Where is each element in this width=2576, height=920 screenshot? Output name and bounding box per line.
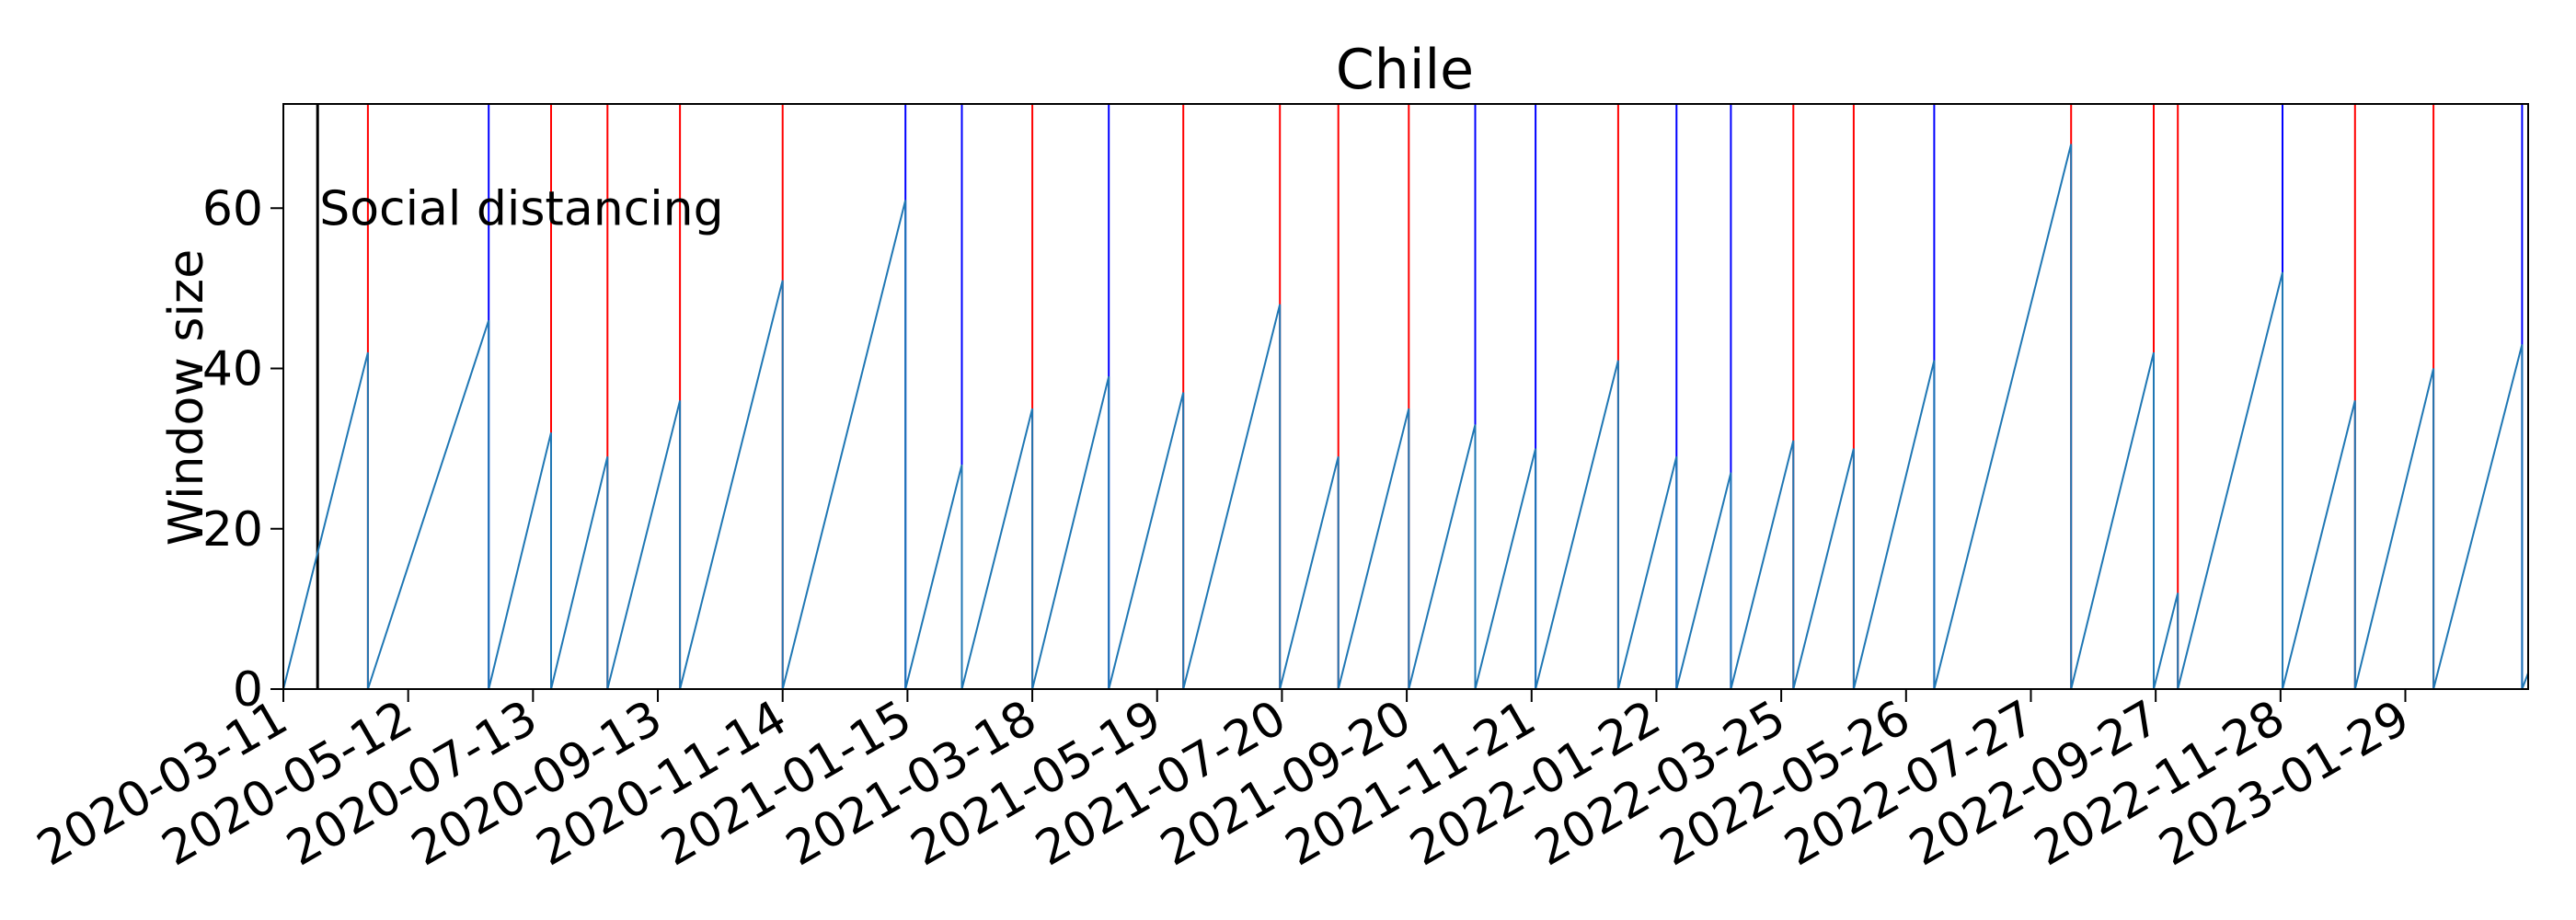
chart-title: Chile <box>1336 38 1474 102</box>
y-axis-ticks: 0 20 40 60 <box>202 181 283 718</box>
annotation-label: Social distancing <box>319 181 723 236</box>
plot-frame <box>282 103 2529 690</box>
series-group <box>282 144 2529 690</box>
y-tick-label: 60 <box>202 181 263 236</box>
series-line <box>282 144 2529 690</box>
y-tick-label: 20 <box>202 502 263 558</box>
y-tick-label: 40 <box>202 342 263 397</box>
y-axis-label: Window size <box>159 249 214 546</box>
annotations: Social distancing <box>319 181 723 236</box>
y-tick-label: 0 <box>233 662 263 718</box>
